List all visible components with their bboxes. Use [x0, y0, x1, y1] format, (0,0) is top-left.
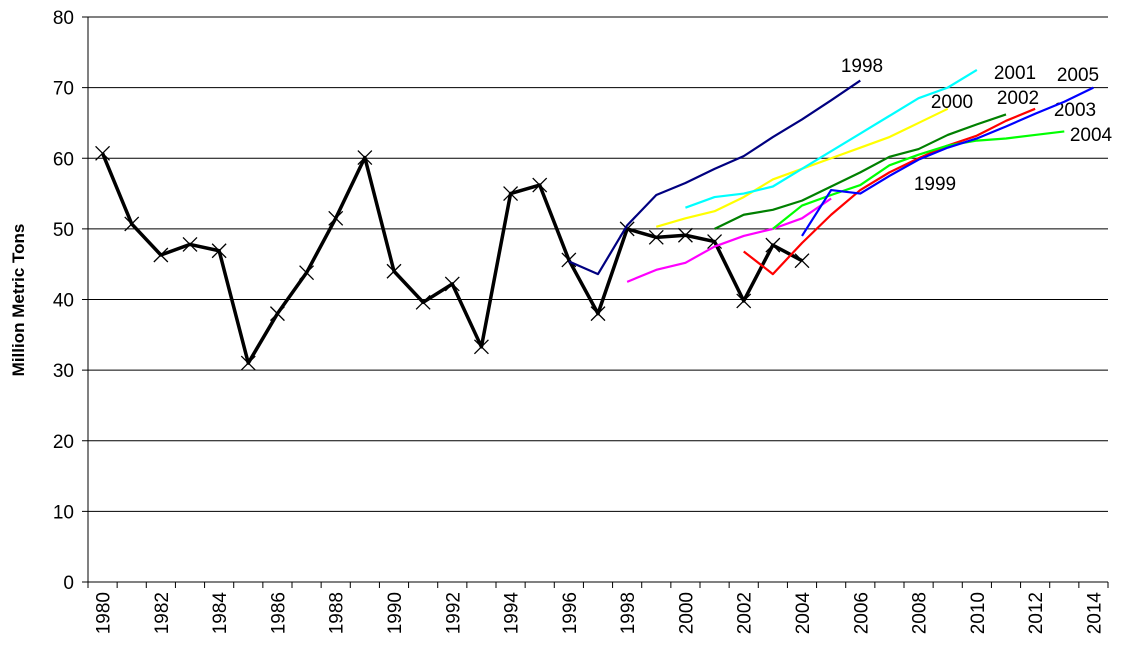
series-label: 2000 — [931, 92, 973, 113]
series-label: 1998 — [841, 56, 883, 77]
point-marker — [561, 252, 577, 268]
x-tick-label: 1984 — [210, 592, 231, 635]
point-marker — [153, 247, 169, 263]
point-marker — [677, 227, 693, 243]
series-label: 1999 — [914, 174, 956, 195]
y-tick-label: 60 — [53, 149, 74, 170]
series-line — [568, 79, 861, 276]
x-tick-label: 2002 — [735, 592, 756, 634]
series-line — [714, 113, 1007, 230]
point-marker — [736, 293, 752, 309]
point-marker — [328, 210, 344, 226]
point-marker — [473, 339, 489, 355]
x-tick-label: 2014 — [1084, 592, 1105, 635]
point-marker — [240, 355, 256, 371]
x-tick-label: 2006 — [851, 592, 872, 634]
point-marker — [269, 306, 285, 322]
series-label: 2005 — [1057, 65, 1099, 86]
point-marker — [794, 253, 810, 269]
series-line — [743, 107, 1036, 276]
y-tick-label: 50 — [53, 220, 74, 241]
point-marker — [444, 276, 460, 292]
point-marker — [95, 145, 111, 161]
x-tick-label: 1982 — [152, 592, 173, 634]
x-tick-label: 1990 — [385, 592, 406, 634]
point-marker — [211, 243, 227, 259]
y-tick-label: 10 — [53, 502, 74, 523]
y-tick-label: 0 — [63, 573, 74, 594]
y-axis-title: Million Metric Tons — [9, 224, 28, 377]
x-tick-label: 1986 — [268, 592, 289, 634]
point-marker — [648, 229, 664, 245]
y-tick-label: 40 — [53, 291, 74, 312]
x-tick-label: 2012 — [1026, 592, 1047, 634]
x-tick-label: 2008 — [910, 592, 931, 634]
point-marker — [182, 236, 198, 252]
point-marker — [415, 294, 431, 310]
series-line — [801, 86, 1094, 237]
y-tick-label: 70 — [53, 79, 74, 100]
y-tick-label: 80 — [53, 8, 74, 29]
series-line — [626, 197, 832, 283]
point-marker — [707, 234, 723, 250]
y-tick-label: 20 — [53, 432, 74, 453]
x-tick-label: 2004 — [793, 592, 814, 635]
x-tick-label: 2000 — [676, 592, 697, 634]
point-marker — [590, 306, 606, 322]
point-marker — [503, 186, 519, 202]
x-tick-label: 1996 — [560, 592, 581, 634]
series-label: 2004 — [1070, 125, 1113, 146]
x-tick-label: 1994 — [502, 592, 523, 635]
point-marker — [765, 237, 781, 253]
series-label: 2002 — [997, 88, 1039, 109]
x-tick-label: 1980 — [94, 592, 115, 634]
series-line — [100, 152, 803, 365]
point-marker — [386, 263, 402, 279]
series-line — [772, 130, 1065, 230]
x-tick-label: 1998 — [618, 592, 639, 634]
x-tick-label: 1992 — [443, 592, 464, 634]
point-marker — [299, 265, 315, 281]
series-label: 2001 — [994, 63, 1036, 84]
point-marker — [532, 177, 548, 193]
point-marker — [124, 216, 140, 232]
y-tick-label: 30 — [53, 361, 74, 382]
x-tick-label: 1988 — [327, 592, 348, 634]
x-tick-label: 2010 — [968, 592, 989, 634]
point-marker — [357, 150, 373, 166]
series-label: 2003 — [1054, 100, 1096, 121]
series-line — [685, 69, 978, 209]
